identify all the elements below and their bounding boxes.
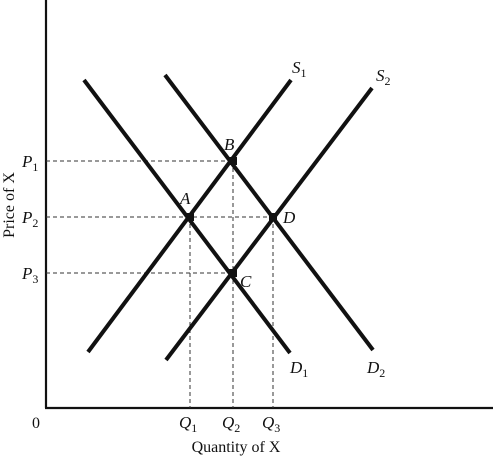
label-q2: Q2 — [222, 413, 240, 435]
label-q3: Q3 — [262, 413, 280, 435]
label-q1: Q1 — [179, 413, 197, 435]
origin-label: 0 — [32, 415, 40, 432]
label-d: D — [282, 208, 296, 227]
x-axis-label: Quantity of X — [192, 439, 281, 456]
label-p1: P1 — [21, 152, 38, 174]
label-a: A — [179, 189, 191, 208]
label-s1: S1 — [292, 58, 307, 80]
label-p3: P3 — [21, 264, 38, 286]
label-b: B — [224, 135, 235, 154]
point-d — [269, 213, 277, 221]
y-axis-label: Price of X — [1, 172, 18, 238]
label-s2: S2 — [376, 66, 391, 88]
point-a — [186, 213, 194, 221]
label-d1: D1 — [289, 358, 308, 380]
label-p2: P2 — [21, 208, 38, 230]
demand-curve-d2 — [163, 73, 375, 352]
point-c — [229, 269, 237, 277]
supply-curve-s2 — [164, 86, 374, 362]
point-b — [229, 157, 237, 165]
label-d2: D2 — [366, 358, 385, 380]
label-c: C — [240, 272, 252, 291]
